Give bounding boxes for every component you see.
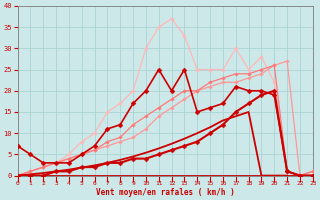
X-axis label: Vent moyen/en rafales ( km/h ): Vent moyen/en rafales ( km/h ): [96, 188, 235, 197]
